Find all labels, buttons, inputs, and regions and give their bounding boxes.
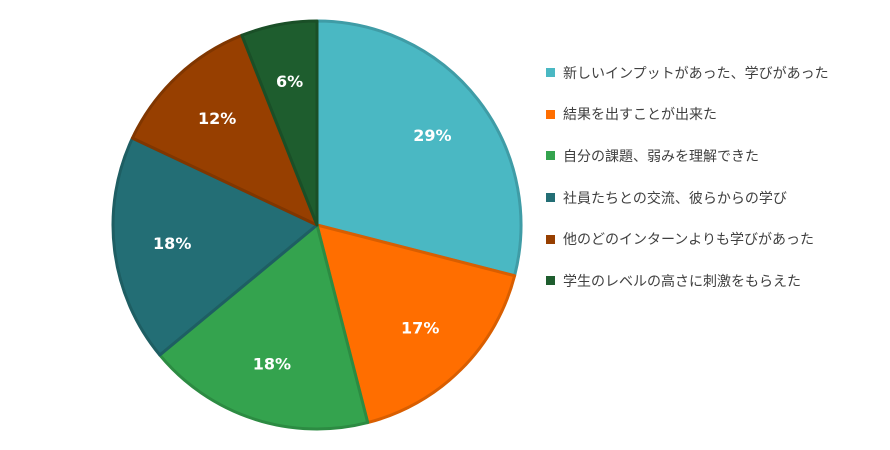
data-label-5: 12%	[198, 109, 236, 128]
legend-swatch	[546, 234, 555, 244]
data-label-4: 18%	[153, 234, 191, 253]
legend-item-6: 学生のレベルの高さに刺激をもらえた	[546, 260, 829, 302]
legend-label: 学生のレベルの高さに刺激をもらえた	[563, 273, 801, 290]
legend-item-5: 他のどのインターンよりも学びがあった	[546, 218, 829, 260]
data-label-6: 6%	[276, 72, 303, 91]
legend-label: 自分の課題、弱みを理解できた	[563, 148, 759, 165]
legend-swatch	[546, 193, 555, 203]
pie-slices	[111, 19, 523, 431]
legend-item-4: 社員たちとの交流、彼らからの学び	[546, 177, 829, 219]
legend-item-3: 自分の課題、弱みを理解できた	[546, 135, 829, 177]
legend-swatch	[546, 151, 555, 161]
legend-item-2: 結果を出すことが出来た	[546, 94, 829, 136]
pie-slice-5	[130, 33, 319, 227]
data-label-1: 29%	[413, 126, 451, 145]
pie-slice-1	[315, 19, 523, 278]
data-label-2: 17%	[401, 319, 439, 338]
legend-label: 他のどのインターンよりも学びがあった	[563, 232, 815, 249]
legend-label: 結果を出すことが出来た	[563, 107, 717, 124]
pie-slice-2	[315, 223, 517, 425]
pie-slice-6	[240, 19, 319, 227]
chart-legend: 新しいインプットがあった、学びがあった 結果を出すことが出来た自分の課題、弱みを理…	[546, 52, 829, 302]
legend-item-1: 新しいインプットがあった、学びがあった	[546, 52, 829, 94]
legend-swatch	[546, 276, 555, 286]
data-label-3: 18%	[253, 354, 291, 373]
legend-swatch	[546, 68, 555, 78]
legend-swatch	[546, 109, 555, 119]
pie-slice-3	[158, 223, 370, 431]
legend-label: 新しいインプットがあった、学びがあった	[563, 65, 829, 82]
legend-label: 社員たちとの交流、彼らからの学び	[563, 190, 787, 207]
pie-data-labels: 29% 17% 18% 18% 12% 6%	[153, 72, 451, 373]
pie-slice-4	[111, 136, 319, 357]
